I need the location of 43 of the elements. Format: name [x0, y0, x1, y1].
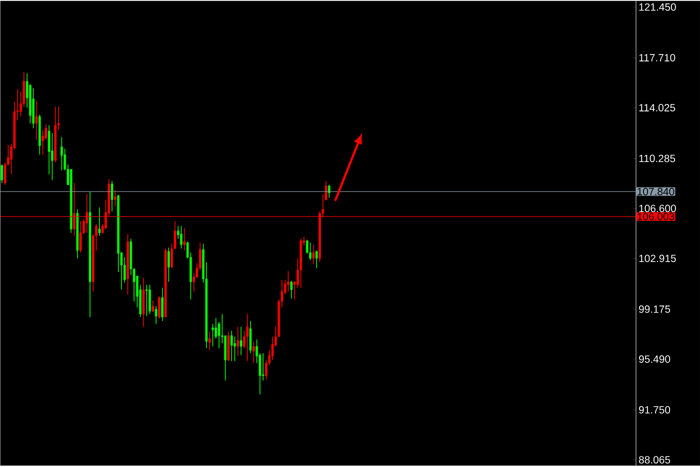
ref-line-label: 107.840: [638, 188, 674, 196]
candlestick: [252, 341, 255, 364]
candlestick: [262, 352, 264, 382]
candlestick: [246, 314, 249, 362]
candlestick: [183, 228, 186, 251]
candlestick: [60, 136, 63, 171]
candlestick: [287, 270, 290, 292]
candlestick: [208, 331, 211, 351]
candlestick: [0, 164, 4, 184]
candlestick: [180, 226, 182, 250]
y-tick-label: 106.600: [639, 204, 676, 212]
candlestick: [148, 284, 151, 315]
candlestick: [290, 280, 293, 299]
candlestick: [98, 207, 101, 236]
candlestick: [114, 190, 116, 207]
candlestick: [240, 326, 242, 356]
y-tick-label: 88.065: [639, 456, 670, 464]
candlestick: [230, 330, 233, 362]
y-tick-label: 117.710: [639, 54, 676, 62]
candlestick: [249, 320, 252, 354]
ref-line-label: 106.003: [638, 212, 674, 220]
candlestick: [212, 324, 214, 347]
y-tick-label: 114.025: [639, 104, 676, 112]
candlestick: [309, 242, 312, 261]
candlestick: [154, 306, 158, 324]
candlestick: [35, 100, 38, 140]
candlestick: [161, 287, 164, 322]
candlestick: [158, 296, 160, 320]
candlestick: [328, 184, 330, 198]
candlestick: [312, 244, 315, 265]
candlestick: [110, 180, 114, 212]
y-tick-label: 110.285: [639, 154, 676, 162]
candlestick: [145, 284, 148, 317]
candlestick: [236, 326, 240, 357]
y-tick-label: 102.915: [639, 254, 676, 262]
candlestick: [152, 300, 154, 313]
y-tick-label: 95.490: [639, 355, 670, 363]
candlestick: [168, 247, 170, 282]
y-tick-label: 121.450: [639, 3, 676, 11]
y-tick-label: 99.175: [639, 306, 670, 313]
candlestick: [315, 250, 318, 269]
candlestick: [79, 220, 82, 253]
y-tick-label: 91.750: [639, 406, 670, 414]
